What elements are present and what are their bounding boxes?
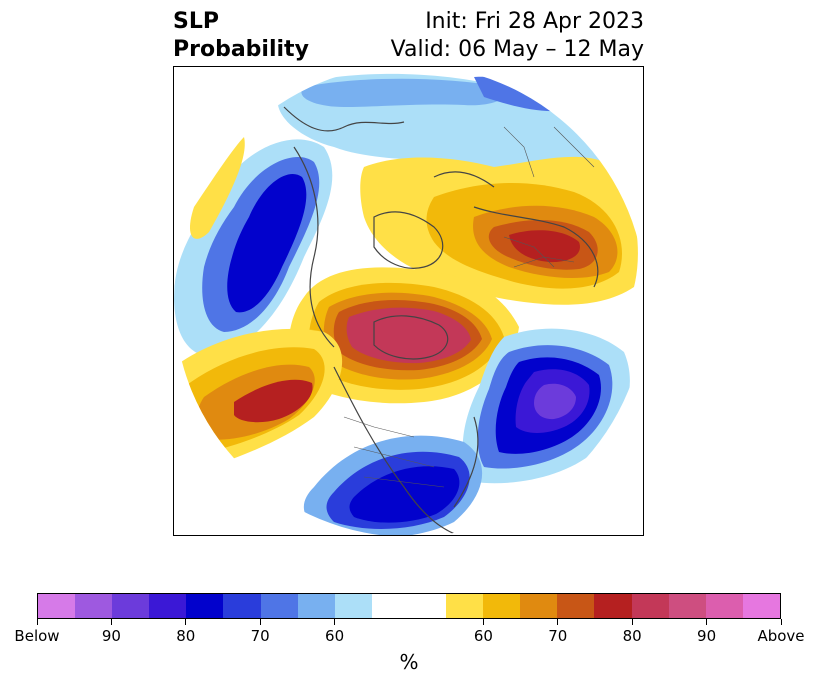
blue-region-south <box>303 435 482 535</box>
colorbar-tick-label: 90 <box>101 627 121 645</box>
colorbar-segment <box>260 594 298 618</box>
coastlines <box>283 106 599 535</box>
colorbar-tick <box>780 619 782 625</box>
colorbar-tick-label: 70 <box>250 627 270 645</box>
title-variable: SLP <box>173 9 219 34</box>
colorbar-tick-label: Below <box>14 627 60 645</box>
colorbar-tick-label: 60 <box>473 627 493 645</box>
colorbar-segment <box>705 594 743 618</box>
colorbar-segment <box>223 594 261 618</box>
warm-region-central <box>288 267 519 404</box>
title-product: Probability <box>173 37 309 62</box>
yellow-streak-west <box>189 137 245 239</box>
colorbar-tick <box>706 619 708 625</box>
colorbar-tick <box>557 619 559 625</box>
colorbar-segment <box>297 594 335 618</box>
colorbar-unit-label: % <box>399 650 419 674</box>
colorbar-tick-label: 80 <box>176 627 196 645</box>
colorbar-segment <box>334 594 372 618</box>
init-date: Init: Fri 28 Apr 2023 <box>425 9 644 34</box>
colorbar-segment <box>594 594 632 618</box>
borders <box>343 126 595 488</box>
colorbar-tick <box>631 619 633 625</box>
title-right: Init: Fri 28 Apr 2023 Valid: 06 May – 12… <box>391 8 644 64</box>
colorbar-tick-label: Above <box>757 627 805 645</box>
colorbar-segment <box>38 594 76 618</box>
colorbar-tick-label: 70 <box>548 627 568 645</box>
colorbar-segment <box>408 594 447 618</box>
warm-region-northeast <box>360 156 638 305</box>
colorbar-segment <box>557 594 595 618</box>
colorbar-segment <box>668 594 706 618</box>
colorbar-segment <box>446 594 484 618</box>
colorbar-tick <box>259 619 261 625</box>
colorbar-tick-label: 90 <box>697 627 717 645</box>
colorbar-segment <box>75 594 113 618</box>
colorbar-tick <box>36 619 38 625</box>
blue-region-east <box>462 328 630 484</box>
colorbar-segment <box>186 594 224 618</box>
colorbar-tick-label: 60 <box>325 627 345 645</box>
colorbar-tick <box>110 619 112 625</box>
blue-region-west <box>174 139 333 357</box>
colorbar-tick <box>334 619 336 625</box>
colorbar-segment <box>483 594 521 618</box>
colorbar-segment <box>631 594 669 618</box>
title-left: SLP Probability <box>173 8 309 64</box>
colorbar-segment <box>742 594 780 618</box>
colorbar-segment <box>371 594 409 618</box>
colorbar-segment <box>112 594 150 618</box>
valid-range: Valid: 06 May – 12 May <box>390 37 644 62</box>
colorbar-segment <box>149 594 187 618</box>
colorbar-tick <box>482 619 484 625</box>
colorbar-tick <box>185 619 187 625</box>
polar-map <box>174 67 643 535</box>
colorbar-segment <box>520 594 558 618</box>
map-panel <box>173 66 644 536</box>
colorbar <box>37 593 781 619</box>
colorbar-tick-label: 80 <box>622 627 642 645</box>
